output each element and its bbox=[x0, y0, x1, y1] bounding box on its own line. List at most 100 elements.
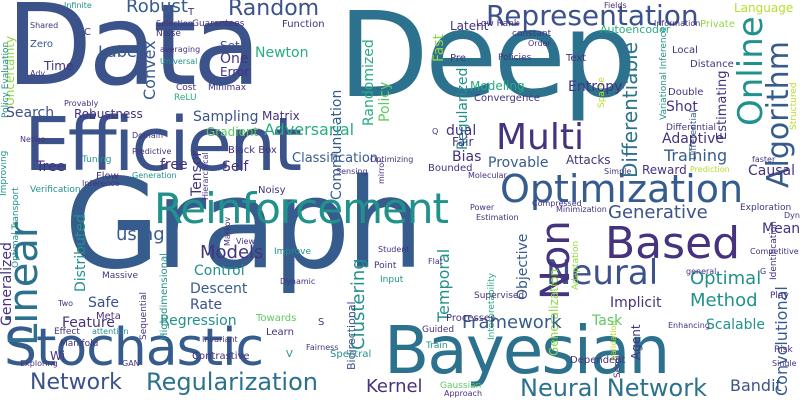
word-one: One bbox=[220, 51, 249, 67]
word-text: Text bbox=[566, 53, 587, 64]
word-function: Function bbox=[282, 19, 325, 30]
word-search: Search bbox=[6, 105, 55, 121]
word-simple: Simple bbox=[604, 167, 632, 176]
word-exploring: Exploring bbox=[20, 359, 58, 368]
word-shot: Shot bbox=[666, 99, 698, 115]
word-sampling: Sampling bbox=[193, 109, 259, 125]
word-local: Local bbox=[672, 45, 698, 56]
word-graph: Graph bbox=[64, 153, 424, 297]
word-dynamic: Dynamic bbox=[280, 277, 316, 286]
word-autoencoder: Autoencoder bbox=[600, 23, 671, 36]
word-universal: Universal bbox=[160, 57, 198, 66]
word-network: Network bbox=[30, 370, 122, 395]
word-noise: Noise bbox=[156, 29, 181, 39]
word-classification: Classification bbox=[292, 151, 379, 166]
word-cost: Cost bbox=[176, 83, 197, 93]
word-fast: Fast bbox=[431, 33, 447, 62]
word-agent: Agent bbox=[629, 324, 643, 360]
word-convergence: Convergence bbox=[474, 93, 540, 104]
word-flow: Flow bbox=[96, 171, 119, 182]
word-sequential: Sequential bbox=[139, 292, 149, 340]
word-task: Task bbox=[592, 313, 623, 329]
word-predictive: Predictive bbox=[132, 147, 172, 156]
word-differential: Differential bbox=[666, 123, 716, 133]
word-method: Method bbox=[690, 290, 758, 311]
word-bandit: Bandit bbox=[730, 376, 782, 395]
word-prediction: Prediction bbox=[690, 165, 730, 174]
word-data: Data bbox=[6, 0, 261, 111]
word-generation: Generation bbox=[132, 171, 177, 180]
word-averaging: averaging bbox=[160, 45, 201, 54]
word-neural-network: Neural Network bbox=[520, 374, 708, 400]
word-dyn: Dyn bbox=[784, 211, 800, 220]
word-bounded: Bounded bbox=[428, 163, 473, 174]
word-supervised: Supervised bbox=[474, 291, 525, 301]
word-contrastive: Contrastive bbox=[192, 351, 250, 362]
word-domain: Domain bbox=[132, 131, 164, 140]
word-multi: Multi bbox=[496, 117, 584, 158]
word-matrix: Matrix bbox=[262, 109, 300, 123]
word-optimizing: Optimizing bbox=[370, 155, 414, 164]
word-reinforcement: Reinforcement bbox=[154, 184, 449, 233]
word-input: Input bbox=[380, 275, 404, 285]
word-compressed: Compressed bbox=[532, 199, 582, 208]
word-massive: Massive bbox=[102, 271, 139, 281]
word-adaptive: Adaptive bbox=[662, 131, 724, 147]
word-netwo: Netwo bbox=[20, 135, 46, 144]
word-single: Single bbox=[772, 359, 797, 368]
word-structured: Structured bbox=[789, 82, 799, 130]
word-power: Power bbox=[470, 203, 495, 212]
word-exploration: Exploration bbox=[740, 203, 792, 213]
word-stochastic: Stochastic bbox=[4, 318, 264, 378]
word-distributed: Distributed bbox=[73, 214, 89, 292]
word-fields: Fields bbox=[604, 1, 627, 10]
word-set: Set bbox=[220, 39, 240, 53]
word-neural: Neural bbox=[546, 253, 659, 293]
word-provable: Provable bbox=[488, 155, 549, 171]
word-shared: Shared bbox=[30, 21, 59, 30]
word-differentiable: Differentiable bbox=[618, 41, 642, 178]
word-self: Self bbox=[222, 159, 249, 175]
word-bayesian: Bayesian bbox=[384, 312, 670, 389]
word-molecular: Molecular bbox=[468, 171, 507, 180]
word-estimation: Estimation bbox=[476, 213, 519, 222]
word-minimization: Minimization bbox=[556, 205, 607, 214]
word-time: Time bbox=[44, 59, 74, 73]
word-meta: Meta bbox=[96, 311, 121, 322]
word-play: Play bbox=[770, 291, 789, 301]
word-representation: Representation bbox=[486, 0, 699, 32]
word-newton: Newton bbox=[255, 45, 309, 61]
word-tree: Tree bbox=[36, 159, 66, 175]
word-competitive: Competitive bbox=[750, 247, 799, 256]
word-flat: Flat bbox=[428, 257, 443, 266]
word-framework: Framework bbox=[462, 312, 562, 333]
word-feature: Feature bbox=[62, 315, 115, 331]
word-models: Models bbox=[200, 242, 264, 263]
word-randomized: Randomized bbox=[361, 39, 377, 126]
word-deep: Deep bbox=[338, 0, 637, 124]
letter-s: S bbox=[318, 317, 325, 328]
word-adaptation: Adaptation bbox=[571, 240, 581, 290]
word-risk: Risk bbox=[774, 345, 793, 355]
word-adv: Adv bbox=[30, 69, 46, 78]
word-lowrank: Low Rank bbox=[476, 19, 520, 29]
word-policy: Policy bbox=[377, 81, 393, 122]
word-improve: Improve bbox=[274, 247, 312, 257]
word-gaussian: Gaussian bbox=[440, 381, 482, 391]
word-manifold: Manifold bbox=[60, 339, 99, 349]
word-zero: Zero bbox=[30, 39, 54, 50]
word-approach: Approach bbox=[444, 389, 483, 398]
word-infinite: Infinite bbox=[64, 1, 92, 10]
word-using: using bbox=[116, 224, 165, 245]
word-inference: Inference bbox=[82, 179, 120, 188]
word-sensing: Sensing bbox=[336, 167, 368, 176]
word-optimization: Optimization bbox=[500, 167, 744, 211]
word-faster: faster bbox=[752, 155, 776, 164]
word-minimax: Minimax bbox=[208, 83, 247, 93]
word-implicit: Implicit bbox=[610, 295, 662, 311]
word-dual: dual bbox=[446, 123, 477, 139]
word-label: Label bbox=[98, 42, 142, 61]
word-adversarial: Adversarial bbox=[264, 120, 355, 139]
letter-q: Q bbox=[432, 127, 439, 136]
